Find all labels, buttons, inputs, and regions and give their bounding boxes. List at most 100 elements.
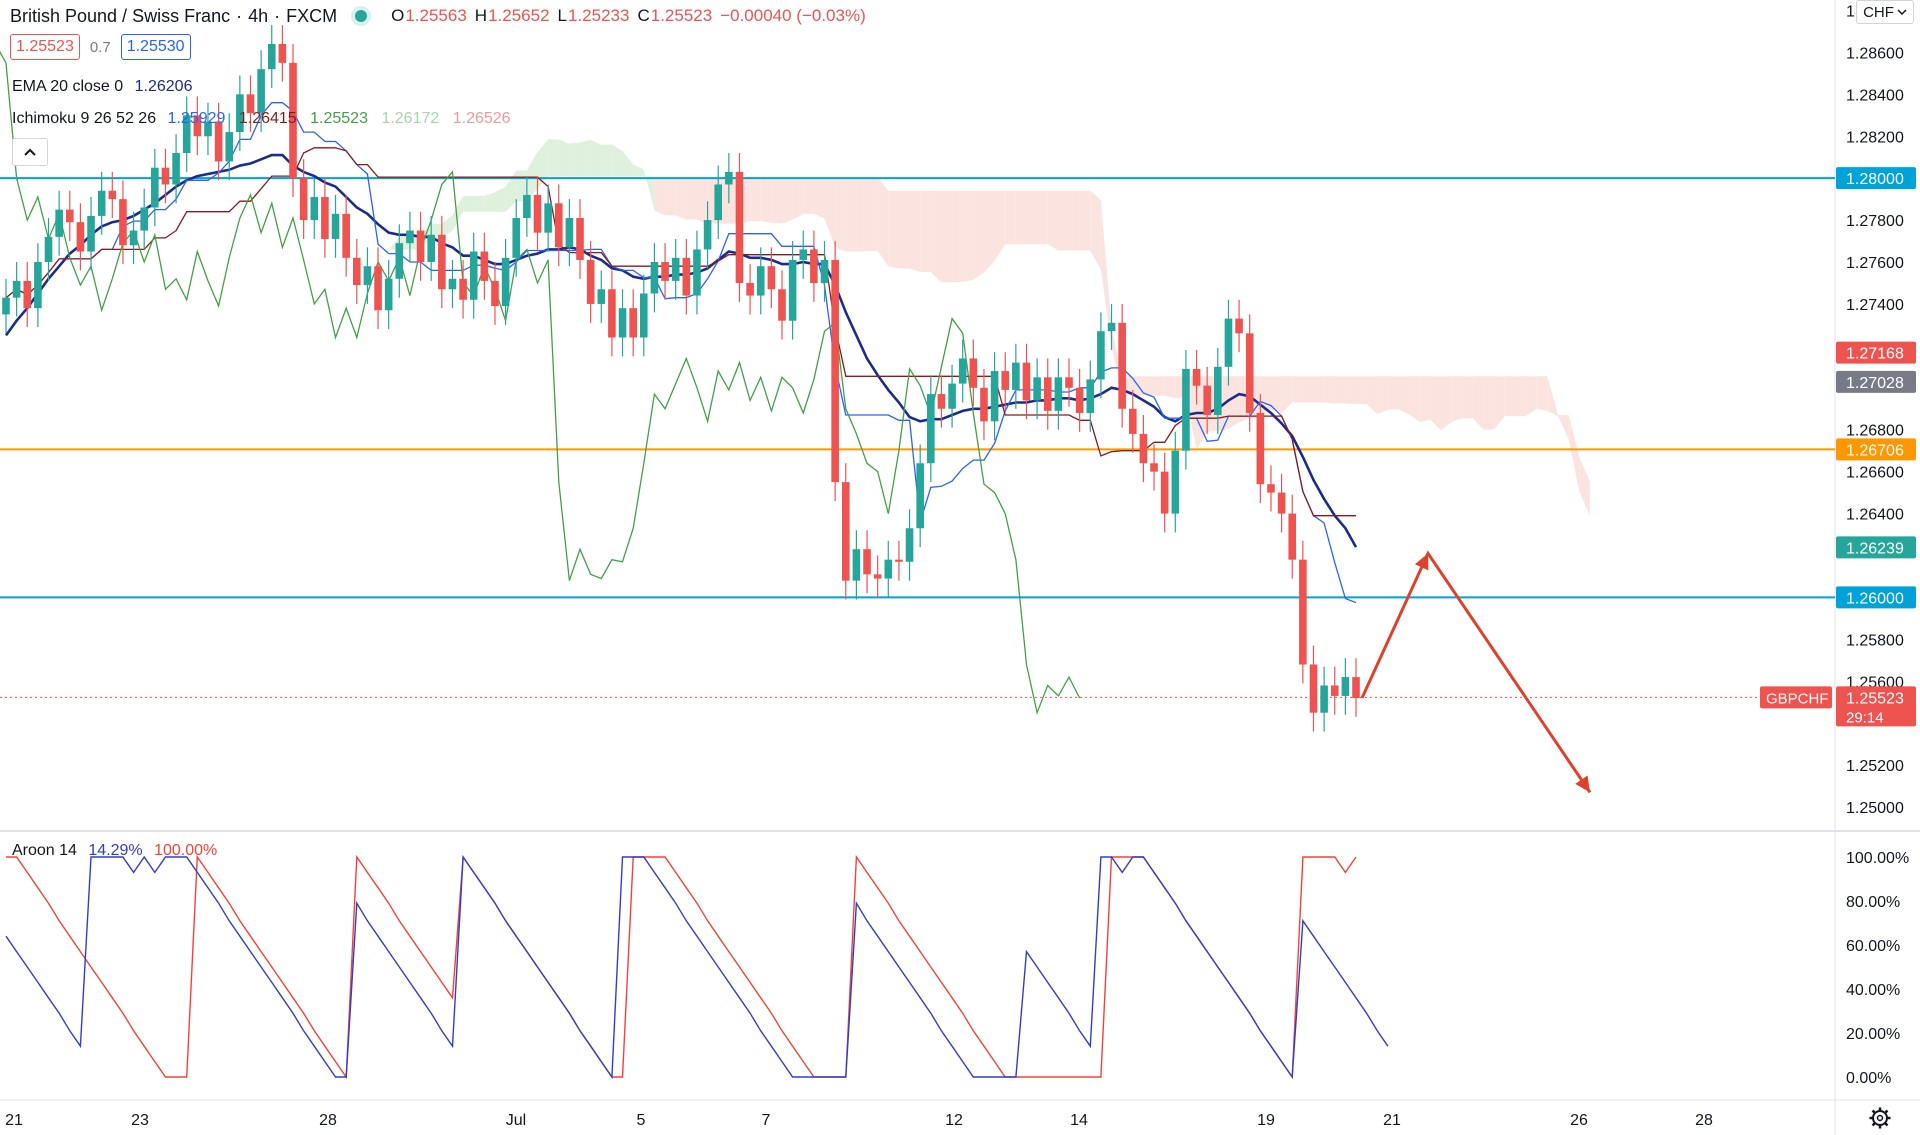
candle-body [852,549,861,581]
aroon-up-value: 14.29% [88,842,143,859]
ichimoku-cloud-segment [1504,376,1516,417]
ichimoku-cloud-segment [760,177,772,223]
ichimoku-cloud-segment [1387,376,1399,410]
candle-body [799,249,808,260]
ichimoku-cloud-segment [1154,376,1165,396]
candle-body [1299,559,1307,665]
ichimoku-span-b-value: 1.26526 [452,110,511,127]
price-label-text: 1.28000 [1846,171,1904,188]
ichimoku-cloud-segment [1483,376,1495,430]
candle-body [2,297,10,315]
time-tick-label: 28 [1695,1112,1713,1129]
candle-body [895,559,903,562]
candle-body [331,213,340,239]
candle-body [289,62,297,179]
collapse-legend-button[interactable] [12,138,48,166]
candle-body [278,44,287,63]
interval-label[interactable]: 4h [248,5,269,26]
candle-body [416,230,425,263]
ichimoku-cloud-segment [367,249,379,259]
symbol-tag-badge [1760,686,1832,709]
high-label: H [474,6,488,25]
candle-body [831,259,839,483]
candle-body [257,69,265,114]
ichimoku-cloud-segment [696,177,708,224]
candle-body [682,257,691,296]
low-value: 1.25233 [568,6,630,25]
ichimoku-cloud-segment [654,177,666,216]
candle-body [129,230,138,246]
candle-body [97,190,106,216]
chevron-down-icon [1897,9,1907,16]
price-tick-label: 1.27600 [1846,255,1904,272]
symbol-title[interactable]: British Pound / Swiss Franc [10,5,231,26]
buy-price-button[interactable]: 1.25530 [120,34,191,60]
ema-legend[interactable]: EMA 20 close 0 1.26206 [12,78,199,96]
chart-header: British Pound / Swiss Franc · 4h · FXCM … [10,5,866,26]
ichimoku-cloud-segment [1526,376,1537,417]
candle-body [1352,677,1360,699]
candle-body [438,234,446,290]
candle-body [512,218,521,258]
ichimoku-cloud-segment [463,195,474,212]
candle-body [1012,362,1020,390]
candle-body [1192,368,1201,386]
candle-body [756,266,765,296]
candle-body [384,278,393,311]
price-label-text: 1.26239 [1846,540,1904,557]
ichimoku-cloud-segment [1270,376,1282,413]
ichimoku-cloud-segment [1462,376,1473,419]
price-label-badge [1836,370,1916,393]
ichimoku-cloud-segment [1515,376,1527,417]
candle-body [1341,677,1350,696]
sell-price-button[interactable]: 1.25523 [10,34,80,60]
candle-body [161,167,170,185]
ichimoku-cloud-segment [558,139,570,177]
candle-body [650,262,659,294]
candle-body [1330,685,1339,696]
ichimoku-cloud-segment [580,139,591,177]
candle-body [693,249,701,296]
ichimoku-cloud-segment [1228,376,1240,429]
currency-selector[interactable]: CHF [1856,0,1914,24]
ichimoku-cloud-segment [930,190,942,283]
candle-body [1107,322,1116,332]
ichimoku-cloud-segment [952,190,963,282]
candle-body [76,222,85,252]
low-label: L [557,6,567,25]
ichimoku-cloud-segment [962,190,974,282]
market-status-icon [355,10,368,22]
candle-body [34,262,42,309]
candle-body [363,266,372,286]
ichimoku-cloud-segment [771,177,782,224]
ichimoku-cloud-segment [1366,376,1378,414]
aroon-down-line [6,854,1357,1080]
ichimoku-cloud-segment [898,190,910,269]
ichimoku-cloud-segment [643,169,655,211]
ema-line [4,153,1358,548]
candle-body [671,257,680,281]
price-tick-label: 1.26400 [1846,507,1904,524]
time-tick-label: Jul [506,1112,526,1129]
ichimoku-legend[interactable]: Ichimoku 9 26 52 26 1.25929 1.26415 1.25… [12,110,518,128]
aroon-down-value: 100.00% [154,842,218,859]
ichimoku-cloud-segment [1281,376,1293,413]
candle-body [1075,387,1084,413]
ichimoku-cloud-segment [824,177,836,248]
candle-body [958,358,967,384]
ichimoku-cloud-segment [1579,456,1590,516]
currency-label: CHF [1863,3,1894,21]
candle-body [565,218,574,248]
high-value: 1.25652 [488,6,550,25]
candle-body [1245,333,1254,413]
aroon-legend[interactable]: Aroon 14 14.29% 100.00% [12,842,224,860]
spread-value: 0.7 [89,38,111,56]
open-label: O [391,6,405,25]
ichimoku-cloud-segment [548,139,559,177]
ichimoku-cloud-segment [452,195,464,231]
ichimoku-cloud-segment [675,177,687,220]
ichimoku-cloud-segment [1419,376,1431,422]
gear-icon[interactable] [1868,1106,1892,1130]
